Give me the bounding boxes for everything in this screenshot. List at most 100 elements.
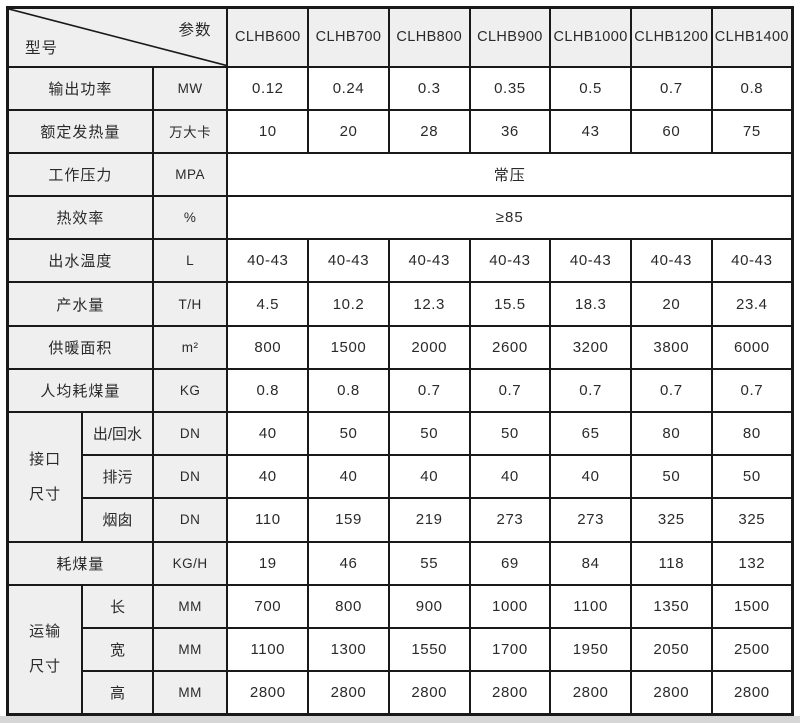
value-cell: 2800 xyxy=(307,670,390,716)
table-row: 工作压力 MPA 常压 xyxy=(6,151,794,198)
row-label: 工作压力 xyxy=(6,151,154,198)
value-cell: 46 xyxy=(307,540,390,586)
row-label: 出水温度 xyxy=(6,238,154,284)
value-cell: 3800 xyxy=(629,324,713,370)
unit-cell: DN xyxy=(151,410,229,457)
value-cell: 28 xyxy=(387,108,471,154)
value-cell: 6000 xyxy=(710,324,794,370)
value-cell: 1100 xyxy=(226,626,310,673)
value-cell: 700 xyxy=(226,583,310,629)
sub-row-label: 长 xyxy=(81,583,154,629)
value-cell: 10.2 xyxy=(307,281,390,327)
group-label-transport: 运输尺寸 xyxy=(6,583,84,716)
value-cell: 50 xyxy=(629,454,713,500)
group-label-connections: 接口尺寸 xyxy=(6,411,84,543)
value-cell: 60 xyxy=(629,108,713,154)
spec-table: 参数 型号 CLHB600 CLHB700 CLHB800 CLHB900 CL… xyxy=(6,6,794,716)
merged-value-cell: 常压 xyxy=(226,151,794,198)
value-cell: 1350 xyxy=(629,583,713,629)
value-cell: 18.3 xyxy=(549,281,632,327)
value-cell: 0.7 xyxy=(710,367,794,414)
value-cell: 69 xyxy=(468,540,552,586)
sub-row-label: 排污 xyxy=(81,454,154,500)
value-cell: 110 xyxy=(226,497,310,543)
value-cell: 55 xyxy=(387,540,471,586)
unit-cell: L xyxy=(151,238,229,284)
value-cell: 325 xyxy=(710,497,794,543)
value-cell: 800 xyxy=(226,324,310,370)
value-cell: 1950 xyxy=(549,626,632,673)
model-header: CLHB800 xyxy=(387,6,471,68)
value-cell: 50 xyxy=(387,410,471,457)
value-cell: 40 xyxy=(468,454,552,500)
table-row: 高 MM 2800 2800 2800 2800 2800 2800 2800 xyxy=(8,670,794,716)
table-row: 宽 MM 1100 1300 1550 1700 1950 2050 2500 xyxy=(8,626,794,673)
table-row: 接口尺寸 出/回水 DN 40 50 50 50 65 80 80 xyxy=(6,410,794,543)
value-cell: 65 xyxy=(549,410,632,457)
table-row: 供暖面积 m² 800 1500 2000 2600 3200 3800 600… xyxy=(6,324,794,370)
model-header: CLHB1400 xyxy=(710,6,794,68)
value-cell: 0.3 xyxy=(387,65,471,111)
value-cell: 273 xyxy=(549,497,632,543)
value-cell: 50 xyxy=(710,454,794,500)
page-bottom-edge xyxy=(0,715,800,723)
row-label: 产水量 xyxy=(6,281,154,327)
merged-value-cell: ≥85 xyxy=(226,195,794,241)
value-cell: 40-43 xyxy=(226,238,310,284)
value-cell: 2600 xyxy=(468,324,552,370)
corner-bottom-left-label: 型号 xyxy=(25,39,59,57)
value-cell: 15.5 xyxy=(468,281,552,327)
unit-cell: MM xyxy=(151,670,229,716)
table-row: 耗煤量 KG/H 19 46 55 69 84 118 132 xyxy=(6,540,794,586)
table-row: 热效率 % ≥85 xyxy=(6,195,794,241)
unit-cell: DN xyxy=(151,497,229,543)
value-cell: 40 xyxy=(307,454,390,500)
value-cell: 2800 xyxy=(710,670,794,716)
table-row: 额定发热量 万大卡 10 20 28 36 43 60 75 xyxy=(6,108,794,154)
value-cell: 0.8 xyxy=(710,65,794,111)
row-label: 额定发热量 xyxy=(6,108,154,154)
corner-top-right-label: 参数 xyxy=(178,22,212,39)
value-cell: 80 xyxy=(710,410,794,457)
value-cell: 3200 xyxy=(549,324,632,370)
value-cell: 325 xyxy=(629,497,713,543)
value-cell: 1700 xyxy=(468,626,552,673)
value-cell: 84 xyxy=(549,540,632,586)
value-cell: 132 xyxy=(710,540,794,586)
value-cell: 0.8 xyxy=(226,367,310,414)
value-cell: 2800 xyxy=(468,670,552,716)
unit-cell: MM xyxy=(151,583,229,629)
value-cell: 159 xyxy=(307,497,390,543)
value-cell: 0.8 xyxy=(307,367,390,414)
value-cell: 1300 xyxy=(307,626,390,673)
header-row: 参数 型号 CLHB600 CLHB700 CLHB800 CLHB900 CL… xyxy=(6,6,794,68)
value-cell: 2800 xyxy=(387,670,471,716)
unit-cell: m² xyxy=(151,324,229,370)
value-cell: 800 xyxy=(307,583,390,629)
table-row: 产水量 T/H 4.5 10.2 12.3 15.5 18.3 20 23.4 xyxy=(6,281,794,327)
table-row: 运输尺寸 长 MM 700 800 900 1000 1100 1350 150… xyxy=(6,583,794,716)
value-cell: 273 xyxy=(468,497,552,543)
value-cell: 40-43 xyxy=(629,238,713,284)
unit-cell: MW xyxy=(151,65,229,111)
value-cell: 0.24 xyxy=(307,65,390,111)
value-cell: 40 xyxy=(549,454,632,500)
diagonal-line xyxy=(9,9,226,66)
unit-cell: DN xyxy=(151,454,229,500)
value-cell: 40-43 xyxy=(307,238,390,284)
table-row: 人均耗煤量 KG 0.8 0.8 0.7 0.7 0.7 0.7 0.7 xyxy=(6,367,794,414)
sub-row-label: 烟囱 xyxy=(81,497,154,543)
sub-row-label: 出/回水 xyxy=(81,410,154,457)
value-cell: 2050 xyxy=(629,626,713,673)
table-row: 烟囱 DN 110 159 219 273 273 325 325 xyxy=(8,497,794,543)
sub-row-label: 宽 xyxy=(81,626,154,673)
value-cell: 80 xyxy=(629,410,713,457)
value-cell: 23.4 xyxy=(710,281,794,327)
value-cell: 2000 xyxy=(387,324,471,370)
value-cell: 0.7 xyxy=(468,367,552,414)
table-row: 出水温度 L 40-43 40-43 40-43 40-43 40-43 40-… xyxy=(6,238,794,284)
value-cell: 0.7 xyxy=(629,367,713,414)
value-cell: 10 xyxy=(226,108,310,154)
value-cell: 40-43 xyxy=(387,238,471,284)
